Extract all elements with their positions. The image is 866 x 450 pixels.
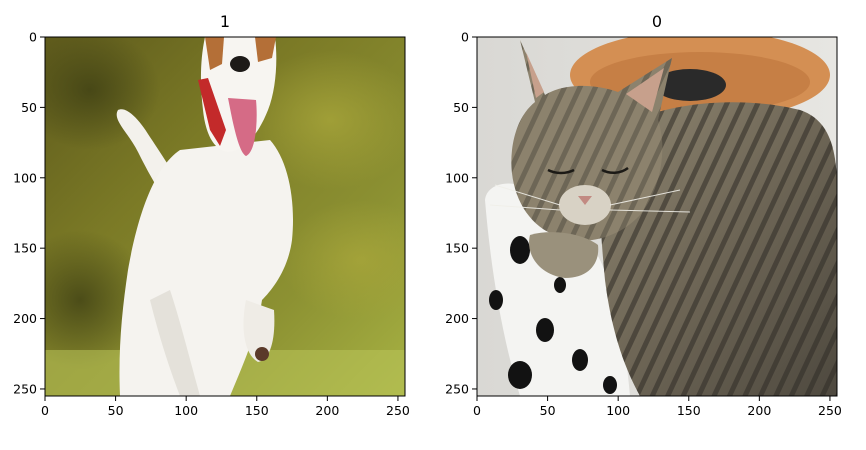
x-tick-label-left-5: 250 <box>386 403 410 418</box>
x-tick-label-right-3: 150 <box>677 403 701 418</box>
y-ticks-right: 0 50 100 150 200 250 <box>445 30 477 396</box>
y-tick-label-left-3: 150 <box>13 241 37 256</box>
dog-image <box>45 37 405 396</box>
axes-right-frame <box>476 36 838 397</box>
chart-title-left: 1 <box>220 12 230 31</box>
y-tick-label-right-2: 100 <box>445 170 469 185</box>
y-tick-label-right-0: 0 <box>461 30 469 45</box>
x-tick-label-left-1: 50 <box>108 403 124 418</box>
y-tick-label-right-1: 50 <box>453 100 469 115</box>
x-tick-label-right-1: 50 <box>540 403 556 418</box>
y-ticks-left: 0 50 100 150 200 250 <box>13 30 45 396</box>
x-ticks-left: 0 50 100 150 200 250 <box>41 396 410 418</box>
y-tick-label-right-4: 200 <box>445 311 469 326</box>
x-tick-label-left-2: 100 <box>174 403 198 418</box>
x-tick-label-right-0: 0 <box>473 403 481 418</box>
axes-left-frame <box>44 36 406 397</box>
y-tick-label-left-0: 0 <box>29 30 37 45</box>
axes-left: 0 50 100 150 200 250 0 50 100 150 200 250 1 <box>13 12 410 418</box>
y-tick-label-left-1: 50 <box>21 100 37 115</box>
x-tick-label-left-0: 0 <box>41 403 49 418</box>
x-tick-label-left-4: 200 <box>315 403 339 418</box>
x-tick-label-right-4: 200 <box>747 403 771 418</box>
chart-title-right: 0 <box>652 12 662 31</box>
y-tick-label-left-5: 250 <box>13 381 37 396</box>
y-tick-label-left-2: 100 <box>13 170 37 185</box>
axes-right: 0 50 100 150 200 250 0 50 100 150 200 250 0 <box>445 12 842 418</box>
y-tick-label-right-3: 150 <box>445 241 469 256</box>
y-tick-label-left-4: 200 <box>13 311 37 326</box>
x-tick-label-left-3: 150 <box>245 403 269 418</box>
x-tick-label-right-2: 100 <box>606 403 630 418</box>
y-tick-label-right-5: 250 <box>445 381 469 396</box>
x-tick-label-right-5: 250 <box>818 403 842 418</box>
x-ticks-right: 0 50 100 150 200 250 <box>473 396 842 418</box>
cat-image <box>477 37 837 396</box>
